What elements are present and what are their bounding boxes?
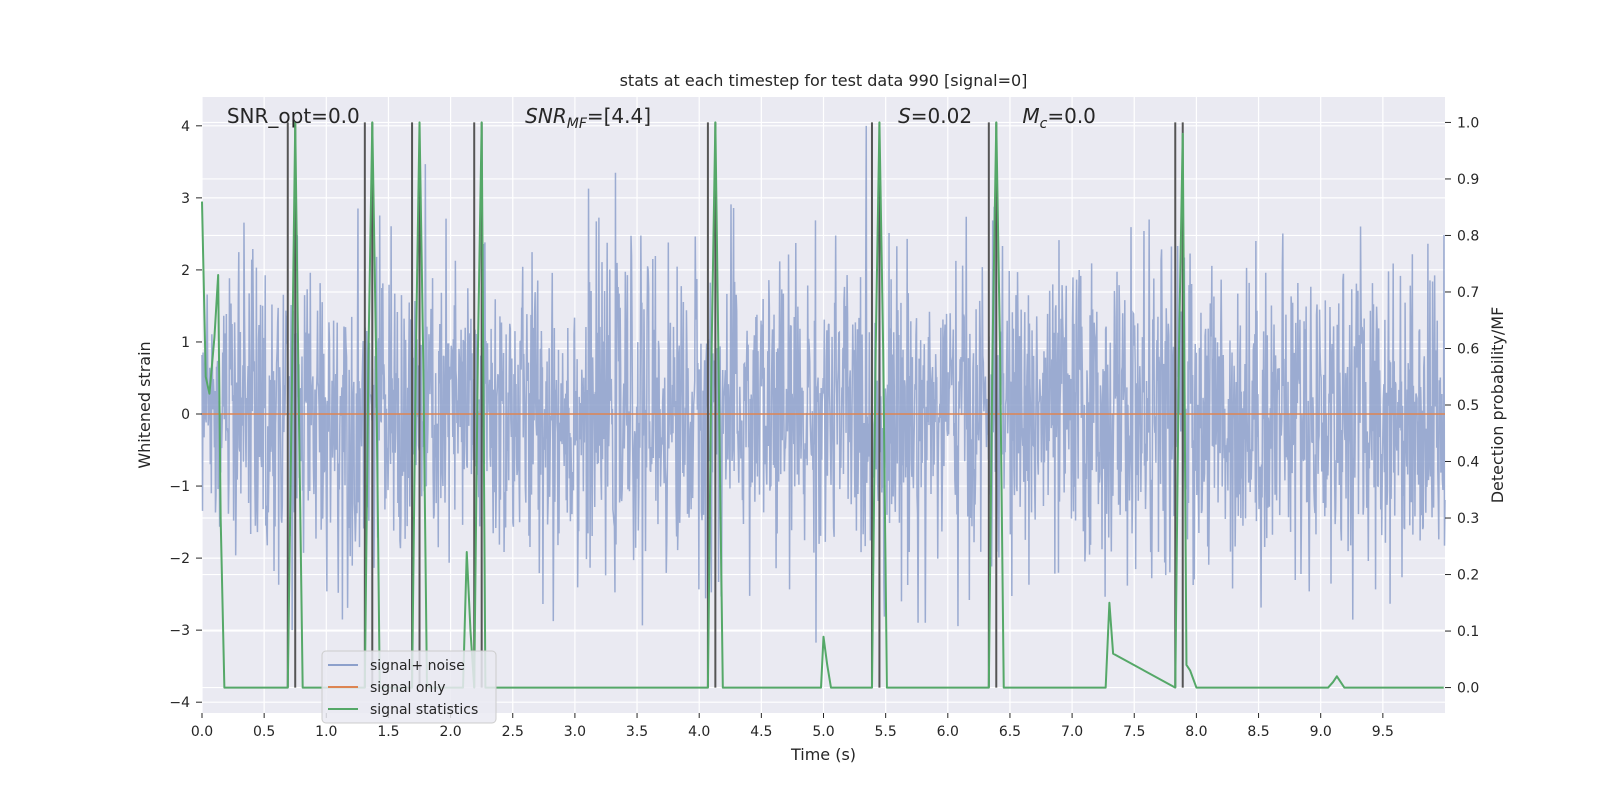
series-signal-statistics: [201, 121, 1444, 689]
x-tick-label: 5.0: [812, 724, 834, 740]
y-tick-label: 3: [181, 191, 190, 207]
x-tick-label: 2.0: [439, 724, 461, 740]
legend-label: signal statistics: [370, 702, 478, 718]
noise-line: [201, 125, 1446, 643]
y-axis-label: Whitened strain: [135, 341, 154, 468]
series-signal-plus-noise: [201, 125, 1446, 643]
legend-label: signal+ noise: [370, 658, 465, 674]
signal-statistics-line: [201, 121, 1444, 689]
annotation: Mc=0.0: [1022, 104, 1096, 132]
x-tick-label: 0.5: [253, 724, 275, 740]
x-axis-label: Time (s): [790, 745, 856, 764]
x-tick-label: 6.5: [999, 724, 1021, 740]
x-tick-label: 2.5: [502, 724, 524, 740]
x-tick-label: 7.5: [1123, 724, 1145, 740]
x-tick-label: 8.0: [1185, 724, 1207, 740]
y2-axis-label: Detection probability/MF: [1488, 307, 1507, 504]
y-tick-label: −4: [169, 695, 190, 711]
annotation: SNR_opt=0.0: [227, 104, 360, 128]
x-tick-label: 9.0: [1310, 724, 1332, 740]
x-axis-ticks: 0.0 0.5 1.0 1.5 2.0 2.5 3.0 3.5 4.0 4.5 5.0 5.5 6.0 6…: [191, 713, 1394, 740]
y2-tick-label: 0.4: [1457, 455, 1479, 471]
x-tick-label: 3.5: [626, 724, 648, 740]
x-tick-label: 0.0: [191, 724, 213, 740]
annotation: S=0.02: [898, 104, 972, 128]
x-tick-label: 5.5: [875, 724, 897, 740]
y-tick-label: 0: [181, 407, 190, 423]
x-tick-label: 7.0: [1061, 724, 1083, 740]
annotations: SNR_opt=0.0 SNRMF=[4.4] S=0.02 Mc=0.0: [227, 104, 1096, 132]
y2-axis-ticks: 0.0 0.1 0.2 0.3 0.4 0.5 0.6 0.7 0.8 0.9 1.0: [1445, 115, 1479, 697]
x-tick-label: 8.5: [1247, 724, 1269, 740]
x-tick-label: 4.0: [688, 724, 710, 740]
y2-tick-label: 0.3: [1457, 511, 1479, 527]
y2-tick-label: 0.0: [1457, 681, 1479, 697]
y-tick-label: 2: [181, 263, 190, 279]
y-tick-label: −2: [169, 551, 190, 567]
y2-tick-label: 0.2: [1457, 568, 1479, 584]
y2-tick-label: 1.0: [1457, 115, 1479, 131]
y2-tick-label: 0.1: [1457, 624, 1479, 640]
x-tick-label: 6.0: [937, 724, 959, 740]
legend: signal+ noise signal only signal statistic…: [321, 650, 497, 724]
y-tick-label: 1: [181, 335, 190, 351]
x-tick-label: 1.0: [315, 724, 337, 740]
y2-tick-label: 0.5: [1457, 398, 1479, 414]
y2-tick-label: 0.6: [1457, 341, 1479, 357]
y2-tick-label: 0.9: [1457, 172, 1479, 188]
chart-title: stats at each timestep for test data 990…: [620, 71, 1028, 90]
y2-tick-label: 0.7: [1457, 285, 1479, 301]
y-tick-label: −3: [169, 623, 190, 639]
annotation: SNRMF=[4.4]: [525, 104, 651, 132]
y-axis-ticks: −4 −3 −2 −1 0 1 2 3 4: [169, 119, 202, 711]
x-tick-label: 9.5: [1372, 724, 1394, 740]
y2-tick-label: 0.8: [1457, 228, 1479, 244]
x-tick-label: 1.5: [377, 724, 399, 740]
y-tick-label: 4: [181, 119, 190, 135]
x-tick-label: 3.0: [564, 724, 586, 740]
x-tick-label: 4.5: [750, 724, 772, 740]
y-tick-label: −1: [169, 479, 190, 495]
legend-box: [321, 650, 497, 724]
legend-label: signal only: [370, 680, 445, 696]
